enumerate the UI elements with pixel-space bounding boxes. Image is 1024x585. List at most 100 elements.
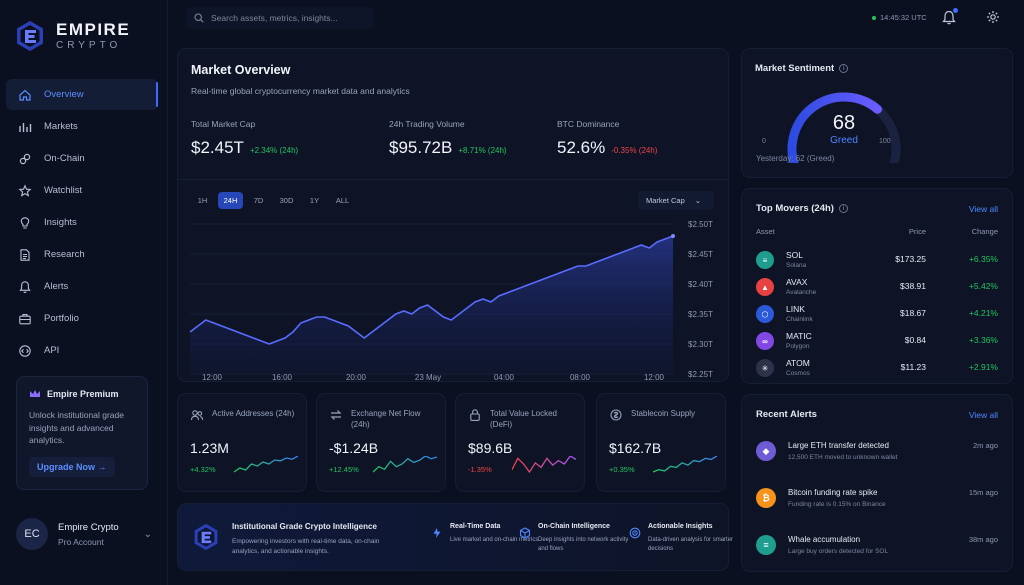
x-tick-label: 04:00: [494, 373, 515, 382]
y-tick-label: $2.50T: [688, 220, 713, 229]
empire-logo-icon: [194, 523, 218, 551]
notification-dot-icon: [953, 8, 958, 13]
sparkline-path: [512, 456, 576, 474]
stat-change: +8.71% (24h): [458, 146, 507, 155]
info-icon[interactable]: i: [838, 204, 848, 213]
timeframe-1y[interactable]: 1Y: [309, 196, 320, 205]
crown-icon: [30, 390, 40, 397]
sparkline: [373, 456, 437, 473]
market-cap-line: [189, 235, 674, 345]
target-icon: [629, 527, 641, 539]
timeframe-all[interactable]: ALL: [335, 196, 350, 205]
bar-chart-icon: [19, 122, 32, 132]
user-role: Pro Account: [58, 536, 104, 547]
stat-market-cap: Total Market Cap $2.45T +2.34% (24h): [191, 119, 298, 158]
timeframe-7d[interactable]: 7D: [253, 196, 264, 205]
alert-row[interactable]: ₿ Bitcoin funding rate spike Funding rate …: [756, 486, 998, 516]
alert-coin-icon: ◆: [756, 441, 776, 461]
coins-icon: [610, 409, 622, 421]
sidebar-item-api[interactable]: API: [6, 335, 158, 366]
stat-change: +2.34% (24h): [249, 146, 299, 155]
mover-row-matic[interactable]: ∞ MATIC Polygon $0.84 +3.36%: [756, 330, 998, 352]
asset-name: Cosmos: [786, 370, 810, 377]
latest-point: [671, 234, 675, 238]
sidebar-item-overview[interactable]: Overview: [6, 79, 158, 110]
y-tick-label: $2.30T: [688, 340, 713, 349]
metric-label: Total Value Locked (DeFi): [490, 409, 558, 429]
sidebar-item-portfolio[interactable]: Portfolio: [6, 303, 158, 334]
asset-change: +2.91%: [968, 362, 998, 372]
sidebar-item-markets[interactable]: Markets: [6, 111, 158, 142]
sol-coin-icon: ≡: [756, 251, 774, 269]
upgrade-button[interactable]: Upgrade Now →: [29, 456, 115, 477]
settings-button[interactable]: [986, 10, 1000, 24]
sparkline-path: [234, 456, 298, 473]
bell-icon: [942, 10, 956, 25]
search-bar[interactable]: [186, 7, 374, 29]
col-asset: Asset: [756, 227, 775, 236]
metric-card-total-value-locked-defi[interactable]: Total Value Locked (DeFi) $89.6B -1.35%: [455, 393, 585, 492]
feature-title: Actionable Insights: [648, 523, 713, 530]
alert-row[interactable]: ◆ Large ETH transfer detected 12,500 ETH m…: [756, 439, 998, 469]
sentiment-value: 68: [832, 112, 856, 134]
sidebar-item-alerts[interactable]: Alerts: [6, 271, 158, 302]
alerts-title: Recent Alerts: [756, 409, 817, 420]
y-tick-label: $2.25T: [688, 370, 713, 379]
market-cap-chart[interactable]: $2.50T $2.45T $2.40T $2.35T $2.30T $2.25T 12:0…: [178, 214, 730, 382]
recent-alerts-card: Recent Alerts View all ◆ Large ETH transf…: [741, 394, 1013, 572]
col-price: Price: [908, 227, 926, 236]
stat-label: Total Market Cap: [191, 119, 256, 129]
feature-title: On-Chain Intelligence: [538, 523, 610, 530]
search-input[interactable]: [211, 13, 361, 23]
link-icon: [19, 153, 31, 164]
users-icon: [190, 410, 204, 421]
movers-view-all-link[interactable]: View all: [968, 203, 998, 214]
asset-price: $173.25: [895, 254, 926, 264]
x-tick-label: 12:00: [644, 373, 665, 382]
metric-select[interactable]: Market Cap ⌄: [638, 191, 714, 210]
star-icon: [18, 183, 32, 197]
premium-desc: Unlock institutional grade insights and …: [29, 410, 124, 445]
metric-card-exchange-net-flow-24h[interactable]: Exchange Net Flow (24h) -$1.24B +12.45%: [316, 393, 446, 492]
sidebar-item-research[interactable]: Research: [6, 239, 158, 270]
briefcase-icon: [19, 313, 31, 324]
matic-coin-icon: ∞: [756, 332, 774, 350]
metric-label: Exchange Net Flow (24h): [351, 409, 421, 429]
sidebar-item-label: Insights: [44, 217, 77, 228]
stat-value: $95.72B: [389, 138, 453, 157]
x-tick-label: 20:00: [346, 373, 367, 382]
market-overview-card: Market Overview Real-time global cryptoc…: [177, 48, 729, 382]
market-title: Market Overview: [191, 63, 291, 77]
timeframe-1h[interactable]: 1H: [197, 196, 208, 205]
sidebar-item-insights[interactable]: Insights: [6, 207, 158, 238]
feature-desc: Live market and on-chain metrics: [450, 537, 539, 543]
mover-row-atom[interactable]: ✳ ATOM Cosmos $11.23 +2.91%: [756, 357, 998, 379]
brand-logo[interactable]: EMPIRE CRYPTO: [14, 20, 130, 52]
info-icon[interactable]: i: [839, 64, 849, 73]
sidebar-item-on-chain[interactable]: On-Chain: [6, 143, 158, 174]
exchange-icon: [330, 410, 342, 420]
mover-row-avax[interactable]: ▲ AVAX Avalanche $38.91 +5.42%: [756, 276, 998, 298]
user-name: Empire Crypto: [58, 521, 119, 533]
notifications-button[interactable]: [942, 8, 958, 25]
timeframe-30d[interactable]: 30D: [279, 196, 294, 205]
alerts-view-all-link[interactable]: View all: [968, 409, 998, 420]
x-tick-label: 08:00: [570, 373, 591, 382]
chevron-down-icon[interactable]: ⌄: [143, 528, 152, 540]
sidebar-nav: Overview Markets On-Chain Watchlist Insights…: [6, 79, 158, 367]
sidebar-item-watchlist[interactable]: Watchlist: [6, 175, 158, 206]
asset-change: +6.35%: [968, 254, 998, 264]
gear-icon: [987, 11, 999, 23]
metric-card-active-addresses-24h[interactable]: Active Addresses (24h) 1.23M +4.32%: [177, 393, 307, 492]
asset-name: Solana: [786, 262, 807, 269]
metric-card-stablecoin-supply[interactable]: Stablecoin Supply $162.7B +0.35%: [596, 393, 726, 492]
alert-row[interactable]: ≡ Whale accumulation Large buy orders dete…: [756, 533, 998, 563]
timeframe-24h[interactable]: 24H: [218, 192, 243, 209]
x-tick-label: 23 May: [415, 373, 441, 382]
market-sentiment-card: Market Sentiment i 68 Greed 0 100 Yesterd…: [741, 48, 1013, 178]
movers-table-header: Asset Price Change: [756, 227, 998, 237]
sidebar-item-label: Alerts: [44, 281, 69, 292]
user-menu[interactable]: EC Empire Crypto Pro Account ⌄: [16, 518, 152, 550]
mover-row-link[interactable]: ⬡ LINK Chainlink $18.67 +4.21%: [756, 303, 998, 325]
mover-row-sol[interactable]: ≡ SOL Solana $173.25 +6.35%: [756, 249, 998, 271]
